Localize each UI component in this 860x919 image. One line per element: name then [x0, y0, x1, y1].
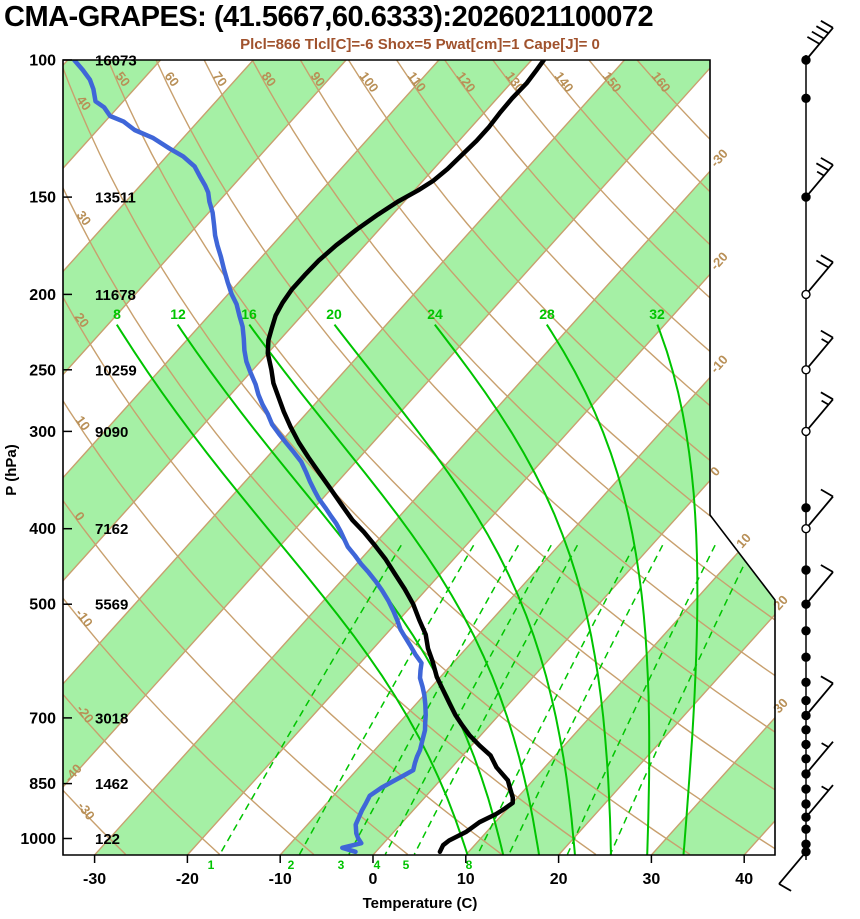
height-label: 10259 — [95, 362, 137, 379]
wind-station-dot — [801, 93, 811, 104]
wind-station-dot — [801, 503, 811, 513]
chart-title: CMA-GRAPES: (41.5667,60.6333):2026021100… — [4, 1, 654, 33]
svg-text:24: 24 — [427, 306, 443, 322]
svg-text:3: 3 — [338, 858, 345, 872]
svg-text:10: 10 — [73, 413, 94, 434]
svg-text:28: 28 — [539, 306, 555, 322]
plot-frame — [62, 59, 776, 856]
wind-station-dot — [801, 710, 811, 721]
svg-text:10: 10 — [457, 871, 475, 888]
wind-station-dot — [801, 839, 811, 849]
svg-text:-10: -10 — [269, 871, 292, 888]
svg-text:16: 16 — [241, 306, 257, 322]
wind-station-dot — [801, 365, 811, 375]
height-label: 5569 — [95, 597, 128, 614]
svg-text:0: 0 — [369, 871, 378, 888]
svg-text:60: 60 — [162, 69, 183, 90]
wind-station-dot — [801, 565, 811, 575]
svg-text:20: 20 — [72, 310, 93, 331]
svg-text:300: 300 — [29, 424, 56, 441]
svg-text:700: 700 — [29, 710, 56, 727]
sounding-parameters: Plcl=866 Tlcl[C]=-6 Shox=5 Pwat[cm]=1 Ca… — [240, 36, 600, 53]
wind-station-dot — [801, 824, 811, 834]
height-label: 7162 — [95, 521, 128, 538]
wind-station-dot — [801, 784, 811, 794]
temperature-curve — [265, 60, 547, 855]
wind-station-dot — [801, 55, 811, 65]
svg-text:P (hPa): P (hPa) — [3, 444, 20, 495]
svg-text:500: 500 — [29, 597, 56, 614]
svg-text:Temperature (C): Temperature (C) — [363, 895, 478, 912]
svg-text:400: 400 — [29, 521, 56, 538]
svg-text:30: 30 — [643, 871, 661, 888]
svg-text:8: 8 — [466, 858, 473, 872]
height-label: 13511 — [95, 190, 136, 207]
wind-barb-column — [778, 20, 834, 892]
svg-text:4: 4 — [374, 858, 381, 872]
svg-text:12: 12 — [170, 306, 186, 322]
svg-text:850: 850 — [29, 776, 56, 793]
dry-adiabats — [63, 60, 775, 855]
wind-station-dot — [801, 847, 811, 857]
height-label: 3018 — [95, 710, 128, 727]
svg-text:90: 90 — [308, 69, 329, 90]
wind-station-dot — [801, 725, 811, 735]
svg-text:140: 140 — [552, 69, 577, 95]
svg-text:8: 8 — [113, 306, 121, 322]
svg-text:-10: -10 — [73, 606, 96, 630]
svg-text:-20: -20 — [176, 871, 199, 888]
svg-text:20: 20 — [550, 871, 568, 888]
svg-text:2: 2 — [288, 858, 295, 872]
svg-text:-30: -30 — [83, 871, 106, 888]
svg-text:20: 20 — [326, 306, 342, 322]
wind-station-dot — [801, 652, 811, 662]
svg-text:200: 200 — [29, 287, 56, 304]
wind-station-dot — [801, 799, 811, 809]
wind-station-dot — [801, 192, 811, 202]
svg-text:40: 40 — [735, 871, 753, 888]
height-label: 11678 — [95, 287, 136, 304]
wind-station-dot — [801, 754, 811, 764]
svg-text:5: 5 — [403, 858, 410, 872]
wind-station-dot — [801, 599, 811, 609]
mixing-ratio-lines — [219, 544, 755, 855]
svg-text:30: 30 — [770, 695, 791, 716]
height-label: 16073 — [95, 53, 137, 70]
wind-station-dot — [801, 426, 811, 437]
height-label: 122 — [95, 831, 120, 848]
wind-station-dot — [801, 739, 811, 750]
svg-text:70: 70 — [210, 69, 231, 90]
green-bands — [63, 60, 775, 855]
wind-station-dot — [801, 812, 811, 822]
svg-text:1: 1 — [208, 858, 215, 872]
svg-text:50: 50 — [113, 69, 134, 90]
isotherms — [63, 60, 775, 855]
wind-station-dot — [801, 289, 811, 300]
svg-text:100: 100 — [29, 53, 56, 70]
temperature-axis: -30 -20 -10 0 10 20 30 40 Temperature (C) — [83, 855, 753, 912]
wind-station-dot — [801, 524, 811, 534]
svg-text:250: 250 — [29, 362, 56, 379]
height-label: 9090 — [95, 424, 128, 441]
wind-station-dot — [801, 626, 811, 636]
svg-text:-30: -30 — [75, 799, 98, 823]
wind-station-dot — [801, 677, 811, 687]
height-label: 1462 — [95, 776, 128, 793]
svg-text:10: 10 — [733, 530, 754, 551]
svg-text:40: 40 — [74, 93, 95, 114]
wind-station-dot — [801, 769, 811, 779]
wind-station-dot — [801, 695, 811, 706]
svg-text:150: 150 — [29, 190, 56, 207]
dewpoint-curve — [71, 60, 428, 855]
svg-text:30: 30 — [74, 208, 95, 229]
svg-text:100: 100 — [357, 69, 382, 95]
svg-text:32: 32 — [649, 306, 665, 322]
svg-text:1000: 1000 — [20, 831, 56, 848]
pressure-axis: 100 16073 150 13511 200 11678 250 10259 300 9090 4… — [3, 53, 137, 849]
svg-text:80: 80 — [259, 69, 280, 90]
